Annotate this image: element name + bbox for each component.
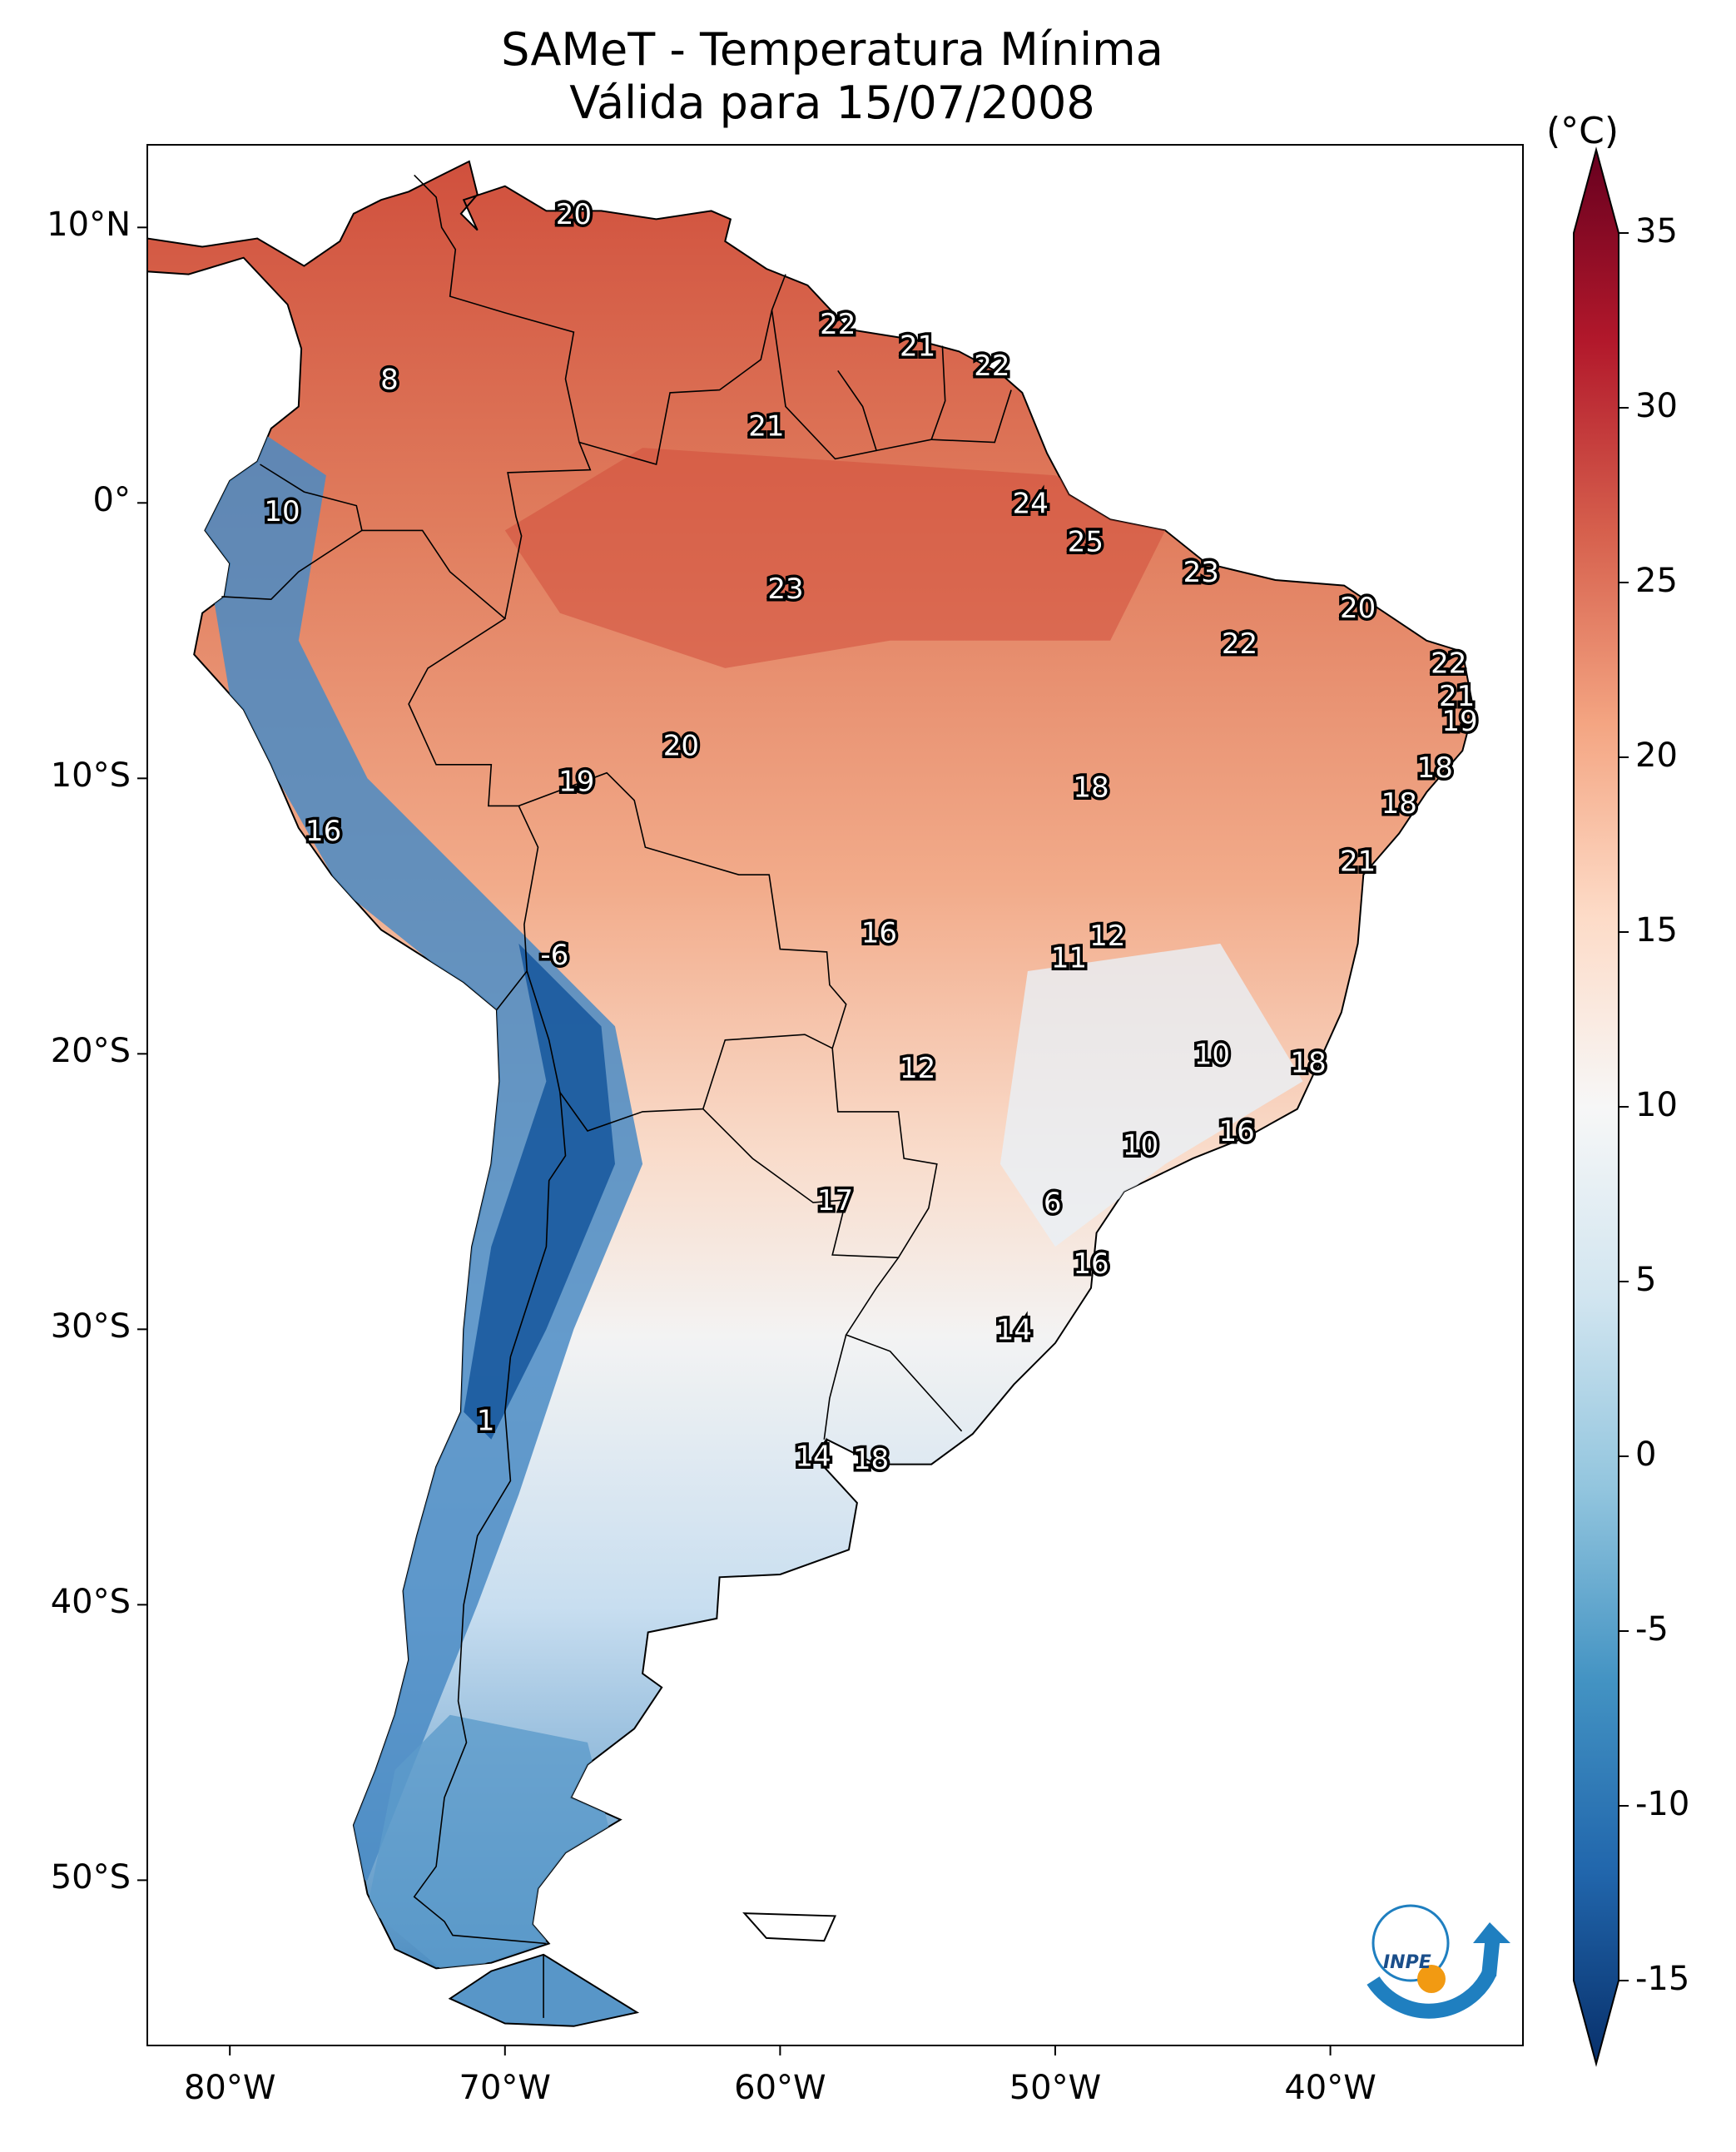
- temperature-label: 25: [1068, 526, 1104, 559]
- colorbar-unit: (°C): [1546, 110, 1619, 152]
- temperature-label: 18: [853, 1443, 889, 1476]
- lon-tick-label: 70°W: [459, 2069, 551, 2107]
- temperature-label: 10: [1194, 1038, 1230, 1071]
- lat-tick-label: 50°S: [50, 1858, 131, 1897]
- temperature-label: 1: [477, 1405, 495, 1438]
- border-line: [771, 310, 878, 460]
- temperature-label: 10: [264, 495, 300, 528]
- border-line: [361, 529, 539, 1010]
- temperature-label: 22: [1431, 647, 1466, 680]
- lon-tick-label: 50°W: [1009, 2069, 1102, 2107]
- colorbar-tick-label: 30: [1635, 387, 1678, 425]
- temperature-label: 21: [1340, 845, 1376, 879]
- temperature-label: 18: [1417, 751, 1453, 785]
- colorbar-tick-label: -5: [1635, 1610, 1669, 1649]
- border-line: [414, 174, 592, 619]
- logo-sun: [1417, 1965, 1446, 1993]
- southeast-brazil-cool-region: [999, 943, 1303, 1247]
- lat-tick-label: 0°: [92, 481, 131, 520]
- temperature-label: 20: [556, 198, 592, 231]
- temperature-label: 14: [795, 1440, 831, 1474]
- temperature-label: 23: [1183, 556, 1219, 589]
- lat-tick-label: 10°N: [47, 206, 131, 245]
- border-line: [702, 1048, 938, 1259]
- andes-coldest-core: [464, 943, 615, 1440]
- temperature-label: 22: [1222, 627, 1257, 661]
- colorbar-tick-label: 0: [1635, 1435, 1657, 1474]
- colorbar-tick-label: 20: [1635, 736, 1678, 775]
- lat-tick-label: 30°S: [50, 1307, 131, 1346]
- colorbar-tick-label: -10: [1635, 1785, 1690, 1823]
- temperature-label: 20: [1340, 592, 1376, 625]
- lon-tick-label: 40°W: [1284, 2069, 1376, 2107]
- temperature-label: 18: [1381, 787, 1417, 821]
- logo-text: INPE: [1383, 1952, 1431, 1973]
- temperature-label: 12: [1089, 920, 1125, 953]
- temperature-label: 11: [1051, 941, 1087, 974]
- logo-arrow: [1473, 1922, 1510, 1976]
- lat-tick-label: 20°S: [50, 1032, 131, 1071]
- colorbar-tick-label: -15: [1635, 1960, 1690, 1998]
- colorbar-tick-label: 5: [1635, 1261, 1657, 1299]
- lat-tick-label: 40°S: [50, 1583, 131, 1622]
- temperature-label: 23: [767, 573, 803, 606]
- temperature-label: 22: [820, 308, 856, 341]
- colorbar-tick-label: 25: [1635, 562, 1678, 600]
- border-line: [526, 970, 833, 1132]
- temperature-label: 12: [900, 1052, 935, 1085]
- border-line: [413, 1092, 567, 1945]
- colorbar: [1573, 146, 1629, 2067]
- lon-tick-label: 60°W: [734, 2069, 826, 2107]
- andes-cold-band: [202, 420, 643, 1881]
- temperature-label: 21: [900, 330, 935, 364]
- temperature-label: 8: [380, 363, 399, 396]
- temperature-label: 21: [748, 410, 784, 444]
- inpe-logo: INPE: [1366, 1904, 1510, 2019]
- temperature-label: 22: [974, 350, 1009, 383]
- colorbar-tick-label: 10: [1635, 1086, 1678, 1124]
- temperature-label: 17: [817, 1184, 853, 1217]
- temperature-label: -6: [540, 939, 568, 972]
- temperature-label: 16: [861, 917, 897, 950]
- temperature-label: 10: [1123, 1129, 1158, 1163]
- colorbar-tick-label: 35: [1635, 212, 1678, 250]
- border-line: [931, 389, 1012, 444]
- lat-tick-label: 10°S: [50, 756, 131, 796]
- temperature-label: 16: [1219, 1115, 1255, 1148]
- country-borders: [221, 174, 1012, 2018]
- border-line: [518, 771, 847, 1049]
- amazon-warm-region: [504, 448, 1166, 668]
- colorbar-body: [1573, 146, 1619, 2067]
- map-title-line1: SAMeT - Temperatura Mínima: [501, 23, 1163, 76]
- logo-arc: [1366, 1969, 1497, 2019]
- temperature-label: 14: [996, 1313, 1032, 1346]
- border-line: [823, 1334, 847, 1440]
- map-title-line2: Válida para 15/07/2008: [569, 77, 1095, 129]
- temperature-label: 6: [1044, 1187, 1062, 1220]
- temperature-label: 16: [305, 815, 341, 848]
- colorbar-tick-label: 15: [1635, 911, 1678, 950]
- temperature-label: 18: [1073, 771, 1109, 804]
- colorbar-tick-marks: [1619, 232, 1629, 1981]
- south-america-landmass: [146, 160, 1475, 2027]
- temperature-label: 24: [1013, 487, 1049, 520]
- temperature-label: 20: [663, 730, 699, 763]
- temperature-label: 19: [558, 766, 594, 799]
- temperature-label: 19: [1441, 705, 1477, 738]
- logo-orbit: [1371, 1904, 1450, 1982]
- temperature-label: 21: [1439, 680, 1475, 713]
- falkland-islands: [742, 1912, 837, 1942]
- lon-tick-label: 80°W: [183, 2069, 276, 2107]
- axis-tick-marks: [137, 226, 1332, 2055]
- temperature-label: 18: [1290, 1046, 1326, 1079]
- border-line: [875, 345, 946, 452]
- temperature-label: 16: [1073, 1247, 1109, 1281]
